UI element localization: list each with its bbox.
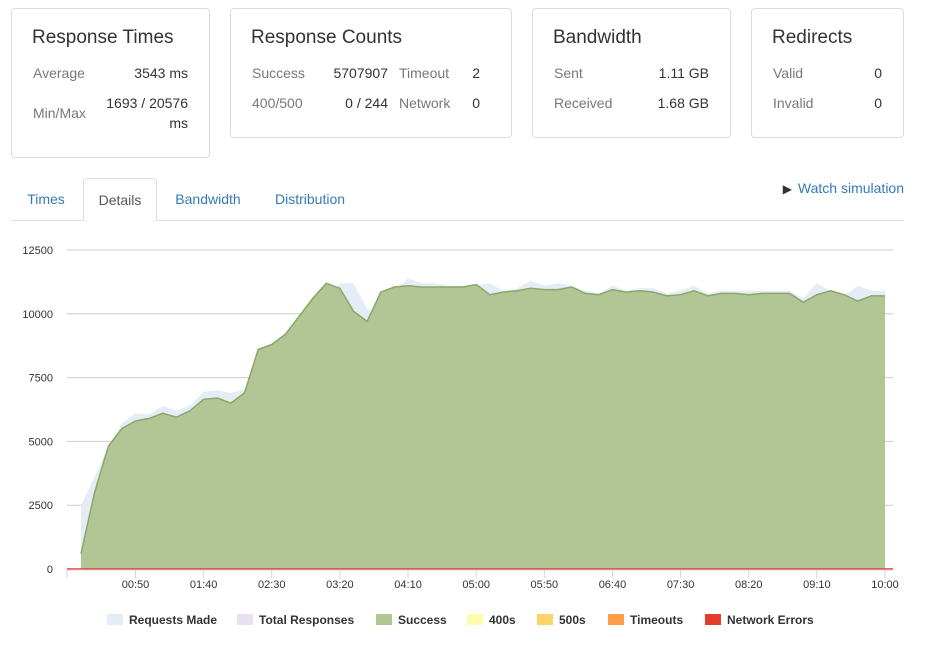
legend-label: 400s — [489, 613, 516, 627]
minmax-value: 1693 / 20576 — [106, 95, 188, 111]
series-total-responses-area — [81, 283, 885, 569]
legend-400s[interactable]: 400s — [467, 613, 516, 627]
redirects-card: Redirects Valid 0 Invalid 0 — [751, 8, 904, 138]
invalid-label: Invalid — [773, 95, 814, 111]
series-requests-made-area — [81, 278, 885, 569]
x-tick-label: 04:10 — [394, 579, 422, 591]
legend-swatch — [237, 614, 253, 625]
y-tick-label: 12500 — [22, 245, 53, 257]
legend-swatch — [376, 614, 392, 625]
received-label: Received — [554, 95, 613, 111]
y-tick-label: 0 — [47, 564, 53, 576]
response-counts-card: Response Counts Success 5707907 Timeout … — [230, 8, 512, 138]
success-label: Success — [252, 65, 305, 81]
network-label: Network — [399, 95, 451, 111]
x-tick-label: 08:20 — [735, 579, 763, 591]
valid-value: 0 — [874, 65, 882, 81]
x-tick-label: 05:00 — [462, 579, 490, 591]
response-times-card: Response Times Average 3543 ms Min/Max 1… — [11, 8, 210, 158]
x-tick-label: 01:40 — [190, 579, 218, 591]
legend-label: Total Responses — [259, 613, 355, 627]
timeout-value: 2 — [472, 65, 480, 81]
minmax-label: Min/Max — [33, 105, 86, 121]
sent-value: 1.11 GB — [658, 65, 709, 81]
x-tick-label: 03:20 — [326, 579, 354, 591]
legend-swatch — [705, 614, 721, 625]
minmax-unit: ms — [169, 115, 188, 131]
timeout-label: Timeout — [399, 65, 450, 81]
y-tick-label: 2500 — [29, 500, 53, 512]
legend-requests-made[interactable]: Requests Made — [107, 613, 217, 627]
errors-label: 400/500 — [252, 95, 303, 111]
legend-swatch — [107, 614, 123, 625]
success-value: 5707907 — [333, 65, 388, 81]
legend-label: Timeouts — [630, 613, 684, 627]
x-tick-label: 07:30 — [667, 579, 695, 591]
legend-swatch — [467, 614, 483, 625]
y-tick-label: 10000 — [22, 309, 53, 321]
redirects-title: Redirects — [772, 27, 853, 48]
chart-legend: Requests Made Total Responses Success 40… — [0, 613, 929, 633]
received-value: 1.68 GB — [657, 95, 709, 111]
legend-network-errors[interactable]: Network Errors — [705, 613, 814, 627]
series-success-line — [80, 282, 885, 554]
sent-label: Sent — [554, 65, 583, 81]
response-counts-title: Response Counts — [251, 27, 403, 48]
x-tick-label: 00:50 — [122, 579, 150, 591]
x-tick-label: 02:30 — [258, 579, 286, 591]
legend-label: Success — [398, 613, 447, 627]
legend-label: Network Errors — [727, 613, 814, 627]
tab-bandwidth[interactable]: Bandwidth — [175, 191, 241, 207]
legend-swatch — [608, 614, 624, 625]
x-tick-label: 05:50 — [531, 579, 559, 591]
legend-label: 500s — [559, 613, 586, 627]
x-tick-label: 09:10 — [803, 579, 831, 591]
average-value: 3543 ms — [134, 65, 188, 81]
y-tick-label: 5000 — [29, 436, 53, 448]
x-tick-label: 06:40 — [599, 579, 627, 591]
legend-label: Requests Made — [129, 613, 218, 627]
legend-500s[interactable]: 500s — [537, 613, 586, 627]
legend-swatch — [537, 614, 553, 625]
average-label: Average — [33, 65, 85, 81]
valid-label: Valid — [773, 65, 804, 81]
legend-success[interactable]: Success — [376, 613, 447, 627]
tab-distribution[interactable]: Distribution — [274, 191, 346, 207]
response-times-title: Response Times — [32, 27, 174, 48]
bandwidth-title: Bandwidth — [553, 27, 642, 48]
legend-total-responses[interactable]: Total Responses — [237, 613, 354, 627]
watch-simulation-link[interactable]: ▶ Watch simulation — [783, 180, 904, 196]
bandwidth-card: Bandwidth Sent 1.11 GB Received 1.68 GB — [532, 8, 731, 138]
errors-value: 0 / 244 — [345, 95, 388, 111]
invalid-value: 0 — [874, 95, 882, 111]
series-success-area — [81, 283, 885, 569]
legend-timeouts[interactable]: Timeouts — [608, 613, 683, 627]
y-tick-label: 7500 — [29, 373, 53, 385]
x-tick-label: 10:00 — [871, 579, 899, 591]
tab-times[interactable]: Times — [27, 191, 65, 207]
network-value: 0 — [472, 95, 480, 111]
play-icon: ▶ — [782, 182, 792, 196]
watch-simulation-label: Watch simulation — [797, 180, 904, 196]
chart-tabs: Times Details Bandwidth Distribution — [11, 178, 904, 221]
tab-details[interactable]: Details — [83, 178, 157, 221]
